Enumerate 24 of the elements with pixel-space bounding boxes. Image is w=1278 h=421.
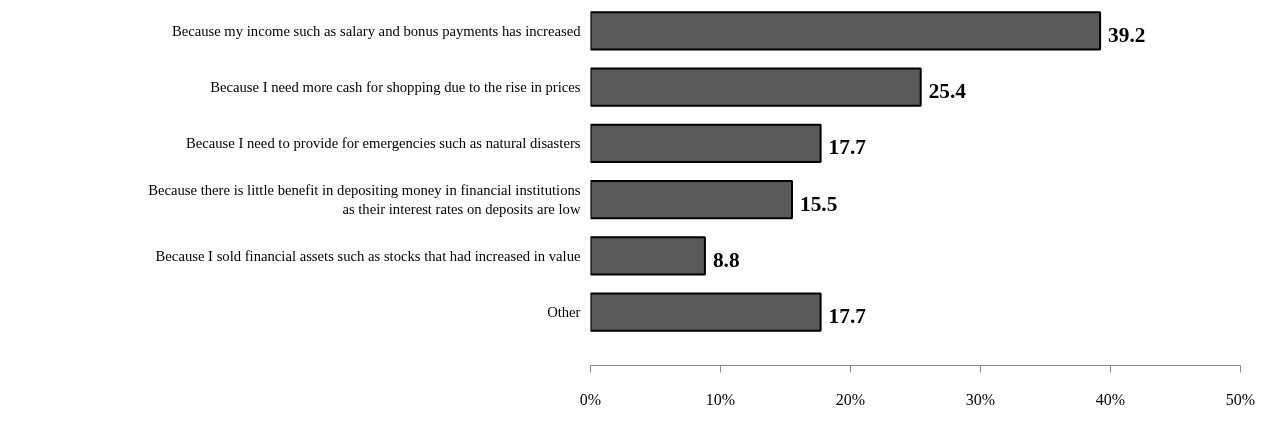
data-label: 8.8 (712, 247, 740, 272)
bar (590, 123, 822, 163)
bar (590, 67, 922, 107)
bar (590, 292, 822, 332)
x-tick-label: 30% (965, 390, 996, 408)
data-label: 25.4 (928, 79, 967, 104)
x-tick-label: 20% (835, 390, 866, 408)
bar (590, 11, 1102, 51)
x-tick-label: 0% (579, 390, 602, 408)
y-tick-label: Because I need more cash for shopping due to the rise in prices (210, 79, 581, 96)
y-tick-label: Because there is little benefit in depositing money in financial institutions as their interest rates on deposits are low (148, 181, 581, 218)
data-label: 15.5 (800, 191, 838, 216)
x-tick-label: 40% (1095, 390, 1126, 408)
y-tick-label: Because I need to provide for emergencies such as natural disasters (186, 135, 581, 152)
x-tick-label: 10% (705, 390, 736, 408)
y-tick-label: Other (547, 304, 581, 321)
y-tick-label: Because I sold financial assets such as stocks that had increased in value (155, 247, 581, 264)
bar (590, 236, 706, 276)
x-tick-label: 50% (1225, 390, 1256, 408)
data-label: 17.7 (828, 135, 867, 160)
data-label: 17.7 (828, 304, 867, 329)
data-label: 39.2 (1108, 22, 1146, 47)
y-tick-label: Because my income such as salary and bonus payments has increased (171, 22, 582, 39)
bar (590, 180, 793, 220)
